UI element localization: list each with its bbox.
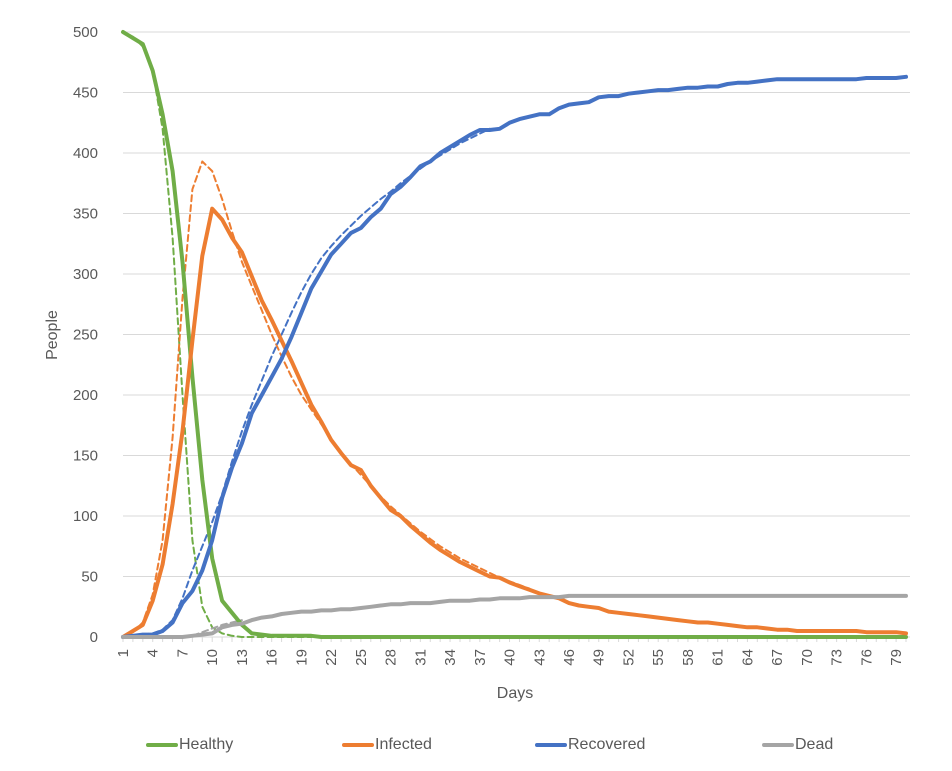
- gridlines: [123, 31, 910, 577]
- x-tick-label: 46: [561, 649, 578, 666]
- series-lines: [121, 30, 908, 639]
- y-tick-label: 400: [73, 145, 98, 162]
- x-tick-label: 25: [353, 649, 370, 666]
- x-tick-label: 43: [531, 649, 548, 666]
- y-axis-tick-labels: 0 50 100 150 200 250 300 350 400 450 500: [73, 24, 98, 646]
- x-tick-label: 64: [739, 649, 756, 666]
- legend-swatch-recovered: [535, 743, 567, 747]
- y-tick-label: 500: [73, 24, 98, 41]
- x-tick-label: 1: [115, 649, 132, 657]
- legend-swatch-dead: [762, 743, 794, 747]
- x-tick-label: 40: [502, 649, 519, 666]
- x-tick-label: 22: [323, 649, 340, 666]
- legend-label: Healthy: [179, 736, 234, 753]
- x-tick-label: 58: [680, 649, 697, 666]
- x-tick-label: 52: [620, 649, 637, 666]
- y-tick-label: 300: [73, 266, 98, 283]
- legend-label: Recovered: [568, 736, 646, 753]
- legend-swatch-healthy: [146, 743, 178, 747]
- x-tick-label: 79: [888, 649, 905, 666]
- x-axis-title: Days: [497, 685, 533, 702]
- x-tick-label: 13: [234, 649, 251, 666]
- x-tick-label: 37: [472, 649, 489, 666]
- x-tick-label: 10: [204, 649, 221, 666]
- series-line-dead: [121, 593, 908, 639]
- x-tick-label: 34: [442, 649, 459, 666]
- legend-item-recovered[interactable]: Recovered: [535, 736, 645, 754]
- y-tick-label: 100: [73, 508, 98, 525]
- x-tick-label: 7: [174, 649, 191, 657]
- legend-label: Dead: [795, 736, 834, 753]
- x-tick-label: 67: [769, 649, 786, 666]
- series-line-healthy: [121, 30, 908, 639]
- x-tick-label: 19: [293, 649, 310, 666]
- y-tick-label: 450: [73, 85, 98, 102]
- x-tick-label: 61: [710, 649, 727, 666]
- y-tick-label: 350: [73, 206, 98, 223]
- legend-swatch-infected: [342, 743, 374, 747]
- x-tick-label: 73: [829, 649, 846, 666]
- legend-item-dead[interactable]: Dead: [762, 736, 833, 754]
- y-axis-title: People: [44, 310, 61, 360]
- y-tick-label: 250: [73, 327, 98, 344]
- x-tick-label: 4: [145, 649, 162, 657]
- series-line-infected: [121, 206, 908, 639]
- y-tick-label: 200: [73, 387, 98, 404]
- x-tick-label: 70: [799, 649, 816, 666]
- y-tick-label: 150: [73, 448, 98, 465]
- x-tick-label: 49: [591, 649, 608, 666]
- x-tick-label: 55: [650, 649, 667, 666]
- legend-item-healthy[interactable]: Healthy: [146, 736, 233, 754]
- x-tick-label: 31: [412, 649, 429, 666]
- y-tick-label: 50: [81, 569, 98, 586]
- legend-item-infected[interactable]: Infected: [342, 736, 432, 754]
- x-axis-tick-labels: 1 4 7 10 13 16 19 22 25 28 31 34 37 40 43 46 49 52 55 58 61 6…: [115, 649, 905, 666]
- y-tick-label: 0: [90, 629, 98, 646]
- x-tick-label: 16: [264, 649, 281, 666]
- legend: Healthy Infected Recovered Dead: [0, 736, 952, 766]
- x-tick-label: 28: [383, 649, 400, 666]
- legend-label: Infected: [375, 736, 432, 753]
- x-tick-label: 76: [858, 649, 875, 666]
- series-line-recovered: [121, 74, 908, 639]
